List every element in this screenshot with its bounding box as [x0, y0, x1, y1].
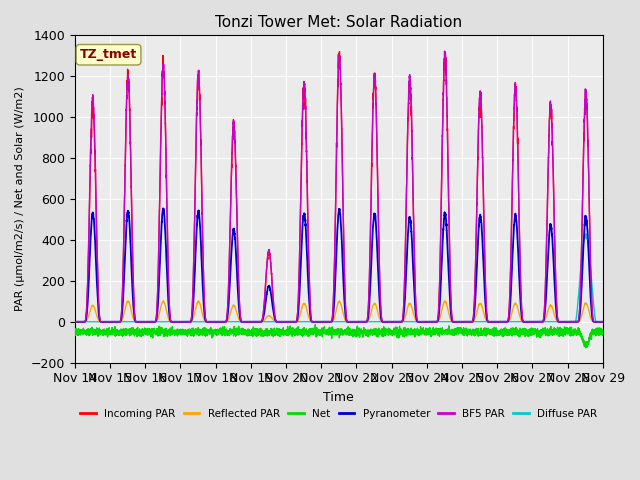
Pyranometer	[599, 319, 607, 324]
Diffuse PAR	[457, 319, 465, 324]
Line: Diffuse PAR: Diffuse PAR	[75, 234, 603, 322]
Net	[599, 326, 607, 332]
Pyranometer	[487, 319, 495, 324]
X-axis label: Time: Time	[323, 391, 354, 404]
Incoming PAR	[599, 319, 607, 324]
Line: Net: Net	[75, 324, 603, 348]
Title: Tonzi Tower Met: Solar Radiation: Tonzi Tower Met: Solar Radiation	[215, 15, 462, 30]
Incoming PAR	[319, 319, 326, 324]
Diffuse PAR	[487, 319, 495, 324]
BF5 PAR	[428, 319, 436, 324]
Line: Reflected PAR: Reflected PAR	[75, 301, 603, 322]
Pyranometer	[428, 319, 436, 324]
BF5 PAR	[441, 48, 449, 54]
Pyranometer	[457, 319, 465, 324]
Reflected PAR	[487, 319, 495, 324]
Net	[319, 330, 327, 336]
Net	[312, 322, 319, 327]
BF5 PAR	[319, 319, 326, 324]
Y-axis label: PAR (μmol/m2/s) / Net and Solar (W/m2): PAR (μmol/m2/s) / Net and Solar (W/m2)	[15, 86, 25, 312]
Pyranometer	[166, 314, 173, 320]
Diffuse PAR	[428, 319, 436, 324]
Incoming PAR	[487, 319, 495, 324]
Reflected PAR	[71, 319, 79, 324]
BF5 PAR	[71, 319, 79, 324]
Diffuse PAR	[599, 319, 607, 324]
Diffuse PAR	[582, 231, 589, 237]
Text: TZ_tmet: TZ_tmet	[80, 48, 137, 61]
Incoming PAR	[428, 319, 436, 324]
Line: Pyranometer: Pyranometer	[75, 208, 603, 322]
Net	[457, 330, 465, 336]
Line: Incoming PAR: Incoming PAR	[75, 52, 603, 322]
Incoming PAR	[71, 319, 79, 324]
Diffuse PAR	[319, 319, 326, 324]
BF5 PAR	[598, 319, 606, 324]
Pyranometer	[598, 319, 606, 324]
Line: BF5 PAR: BF5 PAR	[75, 51, 603, 322]
Net	[582, 345, 589, 350]
Legend: Incoming PAR, Reflected PAR, Net, Pyranometer, BF5 PAR, Diffuse PAR: Incoming PAR, Reflected PAR, Net, Pyrano…	[76, 405, 602, 423]
Pyranometer	[71, 319, 79, 324]
BF5 PAR	[599, 319, 607, 324]
Reflected PAR	[166, 318, 173, 324]
Reflected PAR	[428, 319, 436, 324]
Net	[166, 328, 173, 334]
Pyranometer	[159, 205, 166, 211]
Incoming PAR	[457, 319, 465, 324]
Reflected PAR	[598, 319, 606, 324]
Diffuse PAR	[71, 319, 79, 324]
Incoming PAR	[335, 49, 343, 55]
Net	[598, 333, 606, 338]
Reflected PAR	[441, 298, 449, 304]
Reflected PAR	[599, 319, 607, 324]
Reflected PAR	[457, 319, 465, 324]
BF5 PAR	[457, 319, 465, 324]
Diffuse PAR	[598, 319, 606, 324]
BF5 PAR	[487, 319, 495, 324]
Net	[428, 329, 436, 335]
Diffuse PAR	[166, 319, 173, 324]
Incoming PAR	[598, 319, 606, 324]
Reflected PAR	[319, 319, 326, 324]
BF5 PAR	[166, 307, 173, 313]
Net	[487, 329, 495, 335]
Incoming PAR	[166, 307, 173, 313]
Net	[71, 330, 79, 336]
Pyranometer	[319, 319, 327, 324]
